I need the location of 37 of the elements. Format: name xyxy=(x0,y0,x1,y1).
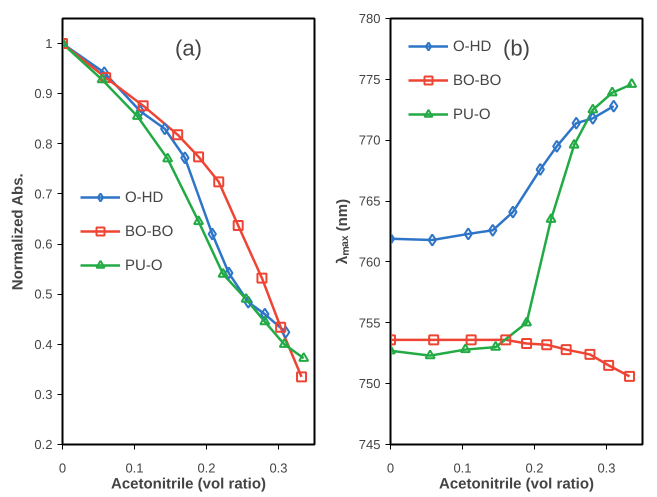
x-tick-label: 0.1 xyxy=(453,460,472,476)
x-axis-title: Acetonitrile (vol ratio) xyxy=(438,476,594,492)
y-tick-label: 765 xyxy=(358,194,381,209)
x-tick-label: 0 xyxy=(386,460,394,476)
y-tick-label: 770 xyxy=(358,132,381,148)
legend-label: PU-O xyxy=(125,256,162,274)
x-tick-label: 0.2 xyxy=(197,460,216,476)
x-tick-label: 0.3 xyxy=(597,460,616,476)
y-tick-label: 0.9 xyxy=(34,86,53,102)
y-axis-title: Normalized Abs. xyxy=(9,173,26,290)
y-tick-label: 750 xyxy=(358,376,381,392)
y-tick-label: 0.4 xyxy=(34,336,53,352)
y-tick-label: 745 xyxy=(358,437,381,452)
x-tick-label: 0.2 xyxy=(525,460,544,476)
y-tick-label: 0.8 xyxy=(34,136,53,152)
x-axis-title: Acetonitrile (vol ratio) xyxy=(110,476,266,492)
text: (a) xyxy=(175,36,202,60)
y-tick-label: 1 xyxy=(45,36,53,52)
legend-label: PU-O xyxy=(453,106,490,122)
y-axis-title: λₘₐₓ (nm) xyxy=(334,198,351,264)
y-tick-label: 775 xyxy=(358,72,381,87)
legend-label: O-HD xyxy=(453,38,492,54)
x-tick-label: 0.1 xyxy=(125,460,144,476)
y-tick-label: 0.2 xyxy=(34,437,53,452)
x-tick-label: 0.3 xyxy=(269,460,288,476)
y-tick-label: 0.6 xyxy=(34,236,53,252)
legend-label: BO-BO xyxy=(453,72,502,88)
y-tick-label: 780 xyxy=(358,11,381,26)
y-tick-label: 0.7 xyxy=(34,186,53,202)
y-tick-label: 755 xyxy=(358,315,381,330)
x-tick-label: 0 xyxy=(58,460,66,476)
legend-label: O-HD xyxy=(125,188,164,206)
text: (b) xyxy=(503,36,530,60)
y-tick-label: 760 xyxy=(358,254,381,270)
y-tick-label: 0.5 xyxy=(34,286,53,302)
legend-label: BO-BO xyxy=(125,222,174,240)
y-tick-label: 0.3 xyxy=(34,386,53,402)
